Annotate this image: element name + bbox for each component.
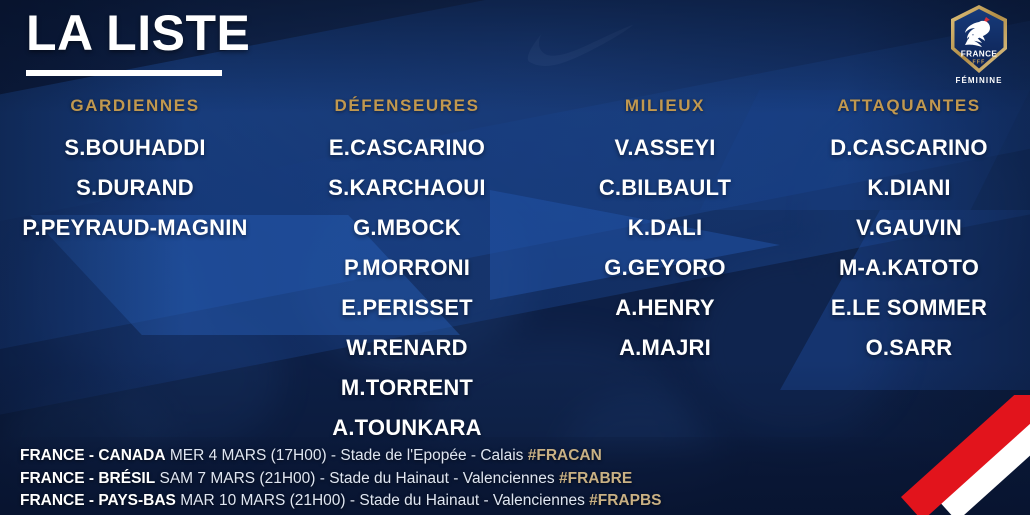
svg-text:FRANCE: FRANCE bbox=[961, 50, 998, 59]
title-underline bbox=[26, 70, 222, 76]
player-name: S.BOUHADDI bbox=[64, 135, 206, 160]
fixture-match: FRANCE - BRÉSIL bbox=[20, 469, 156, 487]
player-name: P.PEYRAUD-MAGNIN bbox=[22, 215, 248, 240]
column-heading: GARDIENNES bbox=[70, 96, 200, 115]
page-title: LA LISTE bbox=[26, 5, 251, 61]
fff-logo-subtitle: FÉMININE bbox=[955, 76, 1003, 85]
french-flag-stripes bbox=[845, 395, 1030, 515]
player-name: A.MAJRI bbox=[619, 335, 711, 360]
player-name: E.LE SOMMER bbox=[830, 295, 988, 320]
column-attaquantes: ATTAQUANTES D.CASCARINO K.DIANI V.GAUVIN M-… bbox=[795, 96, 1023, 368]
fixture-details: SAM 7 MARS (21H00) - Stade du Hainaut - … bbox=[155, 469, 559, 487]
column-gardiennes: GARDIENNES S.BOUHADDI S.DURAND P.PEYRAUD-M… bbox=[10, 96, 260, 248]
fixture-hashtag: #FRABRE bbox=[558, 469, 633, 487]
fixture-hashtag: #FRACAN bbox=[527, 447, 602, 464]
column-defenseures: DÉFENSEURES E.CASCARINO S.KARCHAOUI G.MBOC… bbox=[282, 96, 532, 448]
player-name: K.DIANI bbox=[867, 175, 951, 200]
player-name: S.KARCHAOUI bbox=[328, 175, 486, 200]
player-list: D.CASCARINO K.DIANI V.GAUVIN M-A.KATOTO E.LE… bbox=[795, 128, 1023, 368]
player-name: P.MORRONI bbox=[343, 255, 471, 280]
player-list: S.BOUHADDI S.DURAND P.PEYRAUD-MAGNIN bbox=[10, 128, 260, 248]
player-name: A.TOUNKARA bbox=[332, 415, 482, 440]
player-name: K.DALI bbox=[627, 215, 703, 240]
svg-text:FFF: FFF bbox=[972, 60, 985, 66]
fixture-match: FRANCE - CANADA bbox=[20, 447, 166, 464]
player-name: A.HENRY bbox=[615, 295, 715, 320]
fixture-row: FRANCE - PAYS-BAS MAR 10 MARS (21H00) - … bbox=[20, 490, 662, 513]
player-name: W.RENARD bbox=[346, 335, 468, 360]
fixture-hashtag: #FRAPBS bbox=[589, 492, 662, 509]
fixture-row: FRANCE - BRÉSIL SAM 7 MARS (21H00) - Sta… bbox=[20, 468, 662, 491]
fixtures-list: FRANCE - CANADA MER 4 MARS (17H00) - Sta… bbox=[20, 445, 662, 513]
player-name: M.TORRENT bbox=[340, 375, 474, 400]
player-list: E.CASCARINO S.KARCHAOUI G.MBOCK P.MORRONI E.… bbox=[282, 128, 532, 448]
player-name: O.SARR bbox=[865, 335, 953, 360]
fixture-match: FRANCE - PAYS-BAS bbox=[20, 492, 176, 509]
player-name: S.DURAND bbox=[76, 175, 194, 200]
player-name: G.MBOCK bbox=[353, 215, 461, 240]
player-name: C.BILBAULT bbox=[598, 175, 732, 200]
fixture-details: MAR 10 MARS (21H00) - Stade du Hainaut -… bbox=[175, 492, 590, 509]
column-heading: ATTAQUANTES bbox=[837, 96, 981, 115]
player-name: M-A.KATOTO bbox=[838, 255, 980, 280]
column-heading: DÉFENSEURES bbox=[334, 96, 480, 115]
player-name: E.CASCARINO bbox=[328, 135, 486, 160]
player-name: V.GAUVIN bbox=[856, 215, 962, 240]
player-name: D.CASCARINO bbox=[830, 135, 988, 160]
fff-shield-icon: FRANCE FFF bbox=[948, 4, 1010, 74]
fixture-details: MER 4 MARS (17H00) - Stade de l'Epopée -… bbox=[165, 447, 528, 464]
column-milieux: MILIEUX V.ASSEYI C.BILBAULT K.DALI G.GEYORO… bbox=[552, 96, 778, 368]
player-name: G.GEYORO bbox=[604, 255, 726, 280]
fixtures-bar: FRANCE - CANADA MER 4 MARS (17H00) - Sta… bbox=[0, 395, 1030, 515]
column-heading: MILIEUX bbox=[624, 96, 706, 115]
player-name: E.PERISSET bbox=[341, 295, 473, 320]
player-name: V.ASSEYI bbox=[614, 135, 716, 160]
fixture-row: FRANCE - CANADA MER 4 MARS (17H00) - Sta… bbox=[20, 445, 662, 468]
fff-logo: FRANCE FFF FÉMININE bbox=[942, 4, 1016, 92]
player-list: V.ASSEYI C.BILBAULT K.DALI G.GEYORO A.HENRY A… bbox=[552, 128, 778, 368]
